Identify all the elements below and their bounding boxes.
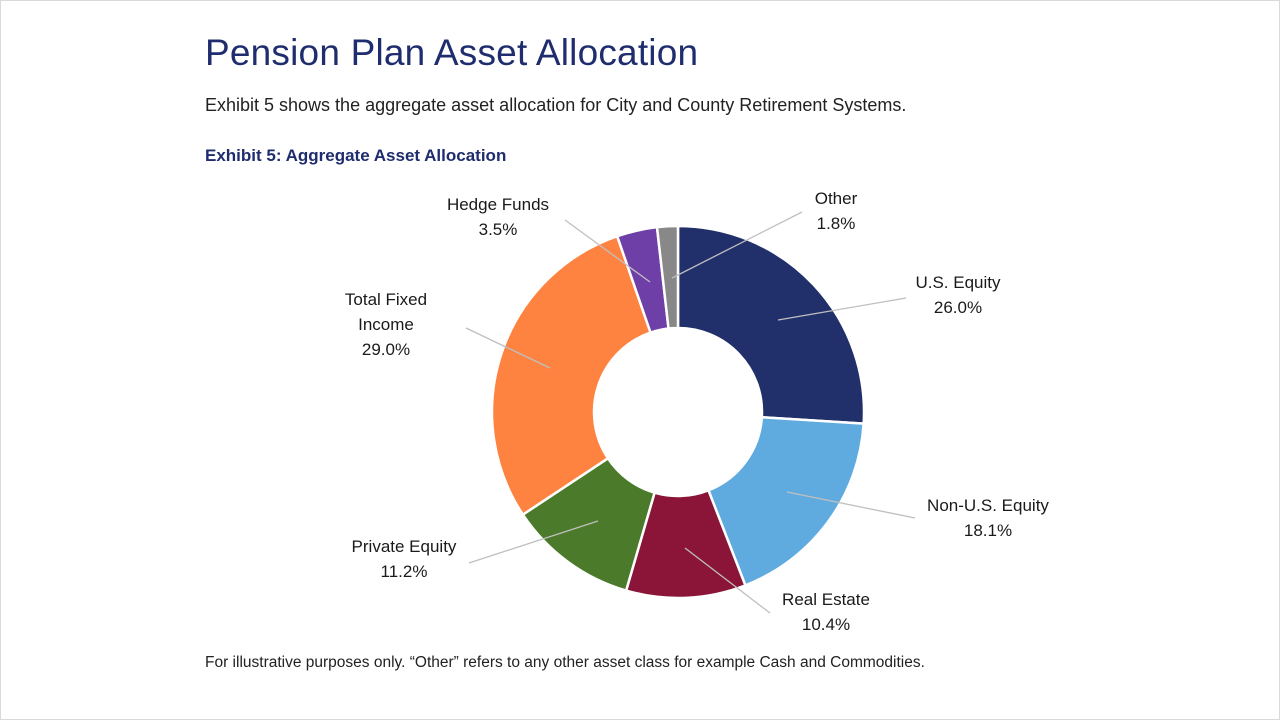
slice-u-s-equity	[676, 224, 866, 425]
data-label-category: U.S. Equity	[915, 273, 1001, 292]
slice-non-u-s-equity	[707, 416, 865, 587]
data-label-hedge-funds: Hedge Funds 3.5%	[447, 195, 549, 239]
slice-total-fixed-income	[490, 234, 652, 516]
data-label-category: Private Equity	[352, 537, 457, 556]
data-labels: U.S. Equity 26.0% Non-U.S. Equity 18.1% Real…	[345, 189, 1050, 634]
donut-slices	[490, 224, 866, 600]
leader-lines	[465, 211, 916, 614]
data-label-value: 29.0%	[362, 340, 410, 359]
data-label-value: 1.8%	[817, 214, 856, 233]
data-label-category: Hedge Funds	[447, 195, 549, 214]
data-label-real-estate: Real Estate 10.4%	[782, 590, 870, 634]
data-label-category: Non-U.S. Equity	[927, 496, 1049, 515]
leader-line-total-fixed-income	[465, 327, 551, 369]
data-label-value: 11.2%	[381, 562, 428, 581]
leader-line-other	[671, 211, 803, 279]
data-label-non-u-s-equity: Non-U.S. Equity 18.1%	[927, 496, 1049, 540]
data-label-category: Other	[815, 189, 858, 208]
data-label-category: Real Estate	[782, 590, 870, 609]
slide-subtitle: Exhibit 5 shows the aggregate asset allo…	[205, 95, 907, 115]
data-label-category: Income	[358, 315, 414, 334]
leader-line-u-s-equity	[777, 297, 907, 321]
slice-other	[655, 224, 680, 330]
data-label-total-fixed-income: Total Fixed Income 29.0%	[345, 290, 427, 359]
leader-line-real-estate	[684, 547, 771, 614]
data-label-other: Other 1.8%	[815, 189, 858, 233]
data-label-private-equity: Private Equity 11.2%	[352, 537, 457, 581]
slide-title: Pension Plan Asset Allocation	[205, 32, 699, 73]
leader-line-non-u-s-equity	[786, 491, 916, 519]
data-label-value: 10.4%	[802, 615, 850, 634]
leader-line-private-equity	[468, 520, 599, 564]
data-label-u-s-equity: U.S. Equity 26.0%	[915, 273, 1001, 317]
exhibit-title: Exhibit 5: Aggregate Asset Allocation	[205, 146, 507, 165]
data-label-value: 3.5%	[479, 220, 518, 239]
data-label-category: Total Fixed	[345, 290, 427, 309]
data-label-value: 26.0%	[934, 298, 982, 317]
data-label-value: 18.1%	[964, 521, 1012, 540]
leader-line-hedge-funds	[564, 219, 651, 283]
footnote: For illustrative purposes only. “Other” …	[205, 654, 925, 671]
